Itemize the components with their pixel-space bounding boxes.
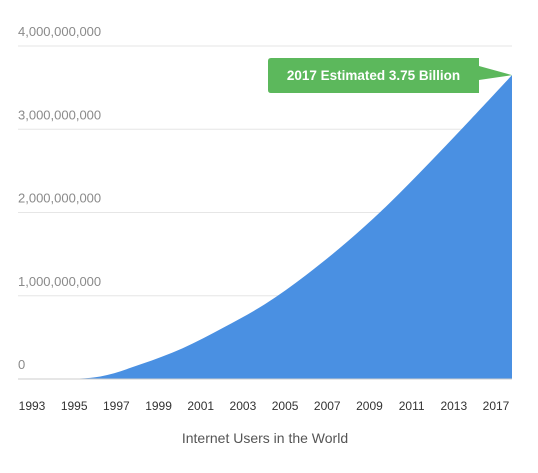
annotation-box: [268, 58, 512, 93]
y-tick-label: 3,000,000,000: [18, 107, 101, 122]
y-tick-label: 0: [18, 357, 25, 372]
x-tick-label: 2013: [440, 399, 467, 413]
x-tick-label: 1995: [61, 399, 88, 413]
y-tick-label: 1,000,000,000: [18, 274, 101, 289]
x-tick-label: 2001: [187, 399, 214, 413]
x-tick-label: 2005: [272, 399, 299, 413]
x-tick-label: 2009: [356, 399, 383, 413]
y-axis-ticks: 0 1,000,000,000 2,000,000,000 3,000,000,000…: [18, 24, 101, 372]
annotation-text: 2017 Estimated 3.75 Billion: [287, 68, 460, 83]
x-axis-label: Internet Users in the World: [182, 430, 348, 446]
y-tick-label: 2,000,000,000: [18, 191, 101, 206]
x-tick-label: 2007: [314, 399, 341, 413]
annotation-callout: 2017 Estimated 3.75 Billion: [268, 58, 512, 93]
y-tick-label: 4,000,000,000: [18, 24, 101, 39]
x-tick-label: 2011: [399, 399, 425, 413]
area-series: [18, 75, 512, 380]
area-fill: [18, 75, 512, 379]
x-tick-label: 2003: [230, 399, 257, 413]
x-tick-label: 1997: [103, 399, 130, 413]
x-axis-ticks: 1993 1995 1997 1999 2001 2003 2005 2007 2009 2011…: [19, 399, 510, 413]
x-tick-label: 1999: [145, 399, 172, 413]
x-tick-label: 2017: [483, 399, 510, 413]
x-tick-label: 1993: [19, 399, 46, 413]
